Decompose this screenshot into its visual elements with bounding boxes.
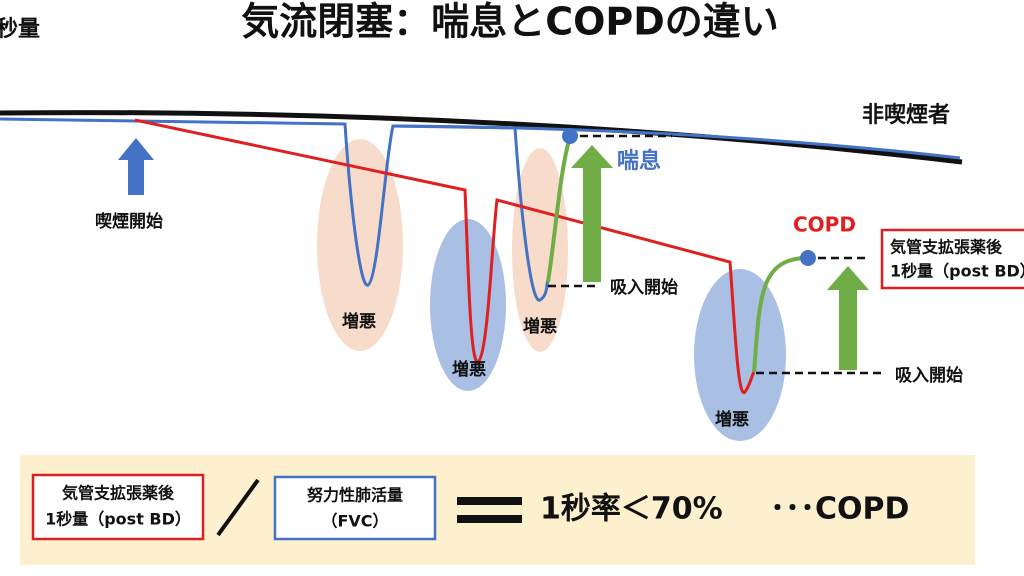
recovery-line	[752, 256, 809, 373]
recovery-line	[546, 136, 572, 283]
exacerbation-zone	[430, 219, 506, 391]
label: （FVC）	[321, 512, 388, 531]
label: 喫煙開始	[95, 211, 163, 232]
label: 吸入開始	[610, 277, 678, 298]
label: 非喫煙者	[862, 102, 950, 128]
dashed-lines	[548, 134, 885, 375]
exacerbation-zone	[512, 148, 568, 352]
arrow	[827, 266, 869, 370]
exacerbation-zone	[694, 269, 786, 441]
label: 気管支拡張薬後	[890, 238, 1003, 257]
label: 増悪	[523, 316, 557, 337]
label: 増悪	[452, 359, 486, 380]
arrow	[571, 145, 613, 282]
divide	[216, 478, 260, 537]
denominator-box	[273, 475, 437, 541]
copd-line	[134, 118, 756, 394]
label: 1秒量（post BD）	[45, 510, 191, 529]
label: 吸入開始	[895, 365, 963, 386]
arrow	[118, 138, 154, 195]
side-box	[880, 228, 1024, 290]
numerator-box	[31, 473, 205, 541]
baseline	[392, 124, 961, 160]
exacerbation-zone	[317, 139, 403, 351]
non-smoker-line	[0, 110, 963, 165]
equals	[457, 497, 522, 505]
equals	[457, 515, 522, 523]
label: 努力性肺活量	[307, 486, 403, 505]
point	[800, 250, 816, 266]
label: 増悪	[715, 409, 749, 430]
label: 1秒量（post BD）	[890, 262, 1024, 281]
point	[562, 128, 578, 144]
label: 増悪	[342, 311, 376, 332]
conclusion: ･･･COPD	[770, 492, 909, 527]
asthma-line	[0, 117, 550, 302]
label: 喘息	[617, 148, 661, 174]
result: 1秒率＜70%	[540, 492, 723, 527]
corner-label: 秒量	[0, 17, 40, 42]
title: 気流閉塞：喘息とCOPDの違い	[241, 0, 779, 44]
label: COPD	[793, 213, 856, 237]
label: 気管支拡張薬後	[62, 484, 175, 503]
